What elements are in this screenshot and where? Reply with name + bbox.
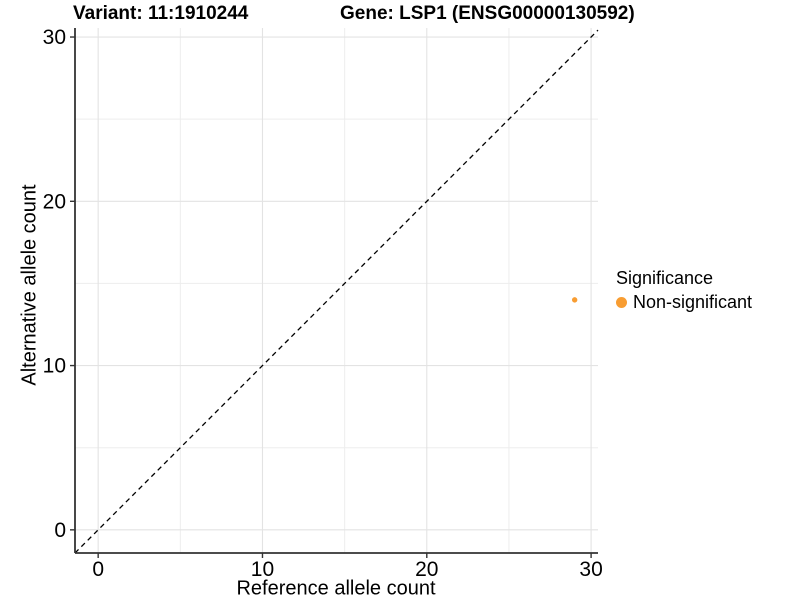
variant-title: Variant: 11:1910244 <box>73 3 249 24</box>
y-tick-label: 30 <box>43 26 66 49</box>
legend-point-icon <box>616 297 627 308</box>
data-point <box>571 297 578 303</box>
gene-title: Gene: LSP1 (ENSG00000130592) <box>340 3 635 24</box>
legend: Significance Non-significant <box>616 267 752 313</box>
y-tick-label: 0 <box>54 519 66 542</box>
legend-title: Significance <box>616 268 714 288</box>
y-axis-title: Alternative allele count <box>18 184 41 386</box>
x-tick-label: 0 <box>92 558 104 581</box>
y-tick-label: 20 <box>43 190 66 213</box>
identity-reference-line <box>74 29 599 554</box>
x-tick-label: 20 <box>415 558 438 581</box>
legend-entry: Non-significant <box>616 292 752 313</box>
x-tick-label: 10 <box>251 558 274 581</box>
x-axis-title: Reference allele count <box>236 577 436 600</box>
x-tick-label: 30 <box>579 558 602 581</box>
legend-entry-label: Non-significant <box>633 292 753 312</box>
y-tick-label: 10 <box>43 355 66 378</box>
